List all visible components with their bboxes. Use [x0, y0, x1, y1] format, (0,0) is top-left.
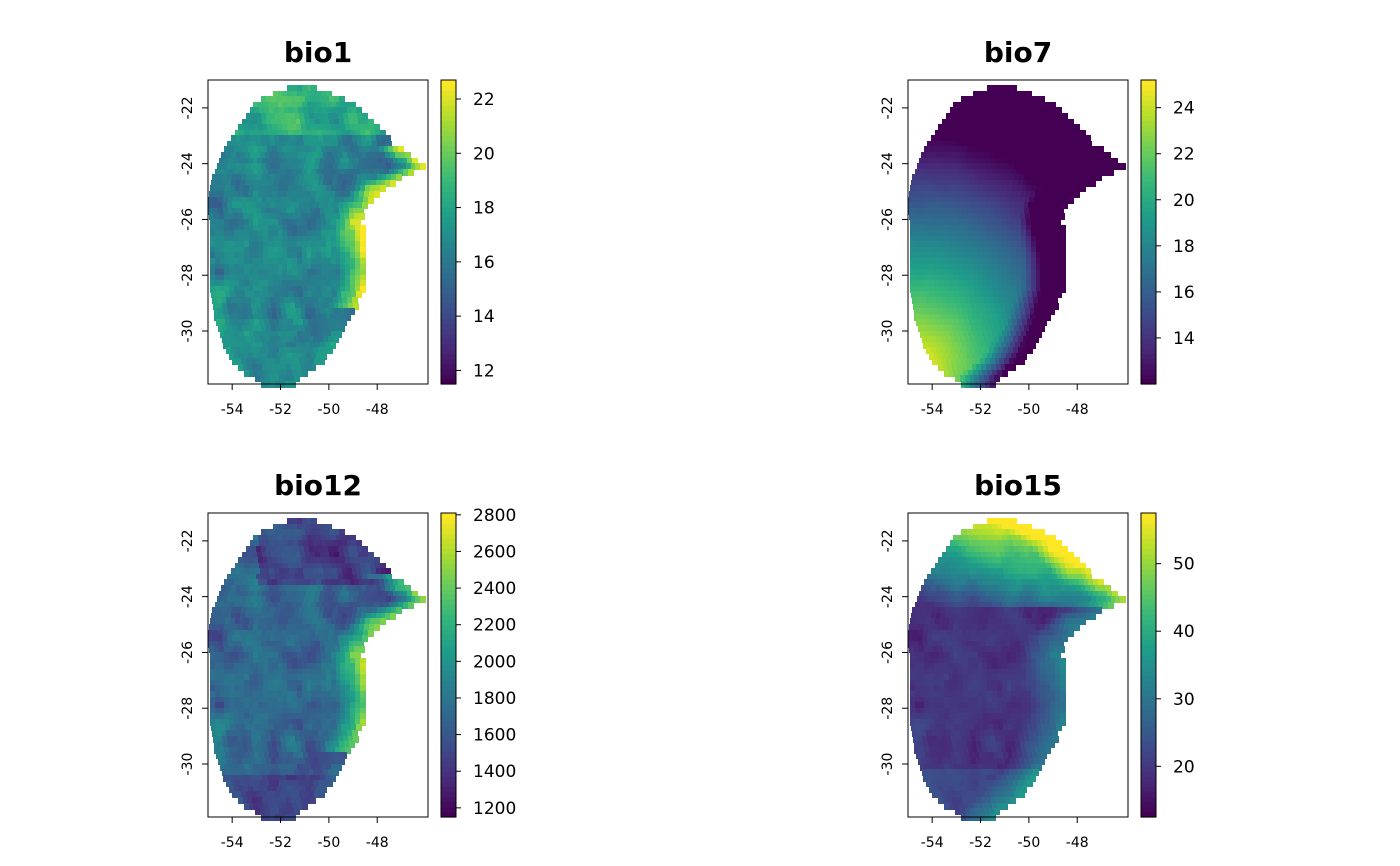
legend-label: 1400 [473, 762, 516, 782]
raster-layer [908, 518, 1126, 821]
x-tick-label: -54 [221, 402, 244, 418]
x-tick-label: -54 [921, 835, 944, 851]
legend-label: 16 [473, 253, 495, 273]
map-plot: -54 -52 -50 -48 -22 -24 -26 -28 -30 20 30 40 50 [880, 512, 1195, 851]
legend-label: 40 [1173, 622, 1195, 642]
y-tick-label: -22 [880, 529, 896, 552]
legend: 20 30 40 50 [1140, 512, 1195, 818]
raster-layer [208, 85, 426, 388]
y-tick-label: -30 [180, 320, 196, 343]
x-axis: -54 -52 -50 -48 [921, 817, 1089, 851]
x-tick-label: -50 [1017, 835, 1040, 851]
y-tick-label: -26 [880, 641, 896, 664]
x-tick-label: -48 [1066, 402, 1089, 418]
y-tick-label: -26 [180, 208, 196, 231]
legend-label: 1600 [473, 726, 516, 746]
y-tick-label: -26 [180, 641, 196, 664]
x-tick-label: -48 [1066, 835, 1089, 851]
map-plot: -54 -52 -50 -48-22-24-26-28-301200140016001… [180, 506, 516, 851]
legend-label: 24 [1173, 99, 1195, 119]
legend: 14 16 18 20 22 24 [1140, 79, 1195, 385]
legend-label: 22 [473, 90, 495, 110]
map-title: bio1 [283, 36, 353, 69]
x-tick-label: -48 [366, 402, 389, 418]
y-tick-label: -24 [180, 585, 196, 608]
y-tick-label: -22 [180, 96, 196, 119]
map-title: bio12 [274, 469, 362, 502]
legend-label: 14 [1173, 329, 1195, 349]
y-axis: -22 -24 -26 -28 -30 [180, 96, 208, 342]
legend: 1200 1400 1600 1800 2000 2200 2400 2600 2800 [440, 506, 516, 819]
y-tick-label: -22 [180, 529, 196, 552]
plot-frame [207, 79, 429, 385]
legend-label: 2000 [473, 652, 516, 672]
legend-label: 16 [1173, 283, 1195, 303]
x-axis: -54 -52 -50 -48 [221, 384, 389, 418]
x-tick-label: -50 [317, 835, 340, 851]
legend-label: 50 [1173, 555, 1195, 575]
x-axis: -54 -52 -50 -48 [221, 817, 389, 851]
plot-frame [207, 512, 429, 818]
legend-label: 20 [473, 144, 495, 164]
legend-frame [440, 79, 457, 385]
raster-layer [908, 85, 1126, 388]
y-tick-label: -24 [880, 585, 896, 608]
legend-label: 18 [473, 199, 495, 219]
legend-label: 22 [1173, 145, 1195, 165]
x-tick-label: -52 [969, 402, 992, 418]
y-axis: -22 -24 -26 -28 -30 [880, 96, 908, 342]
legend-label: 20 [1173, 191, 1195, 211]
x-tick-label: -54 [921, 402, 944, 418]
legend-label: 18 [1173, 237, 1195, 257]
y-tick-label: -30 [180, 753, 196, 776]
legend-label: 2800 [473, 506, 516, 526]
map-title: bio15 [974, 469, 1062, 502]
plot-frame [907, 79, 1129, 385]
legend-label: 14 [473, 307, 495, 327]
y-tick-label: -28 [180, 264, 196, 287]
legend-frame [440, 512, 457, 818]
legend: 12 14 16 18 20 22 [440, 79, 495, 385]
x-tick-label: -50 [317, 402, 340, 418]
map-plot: -54 -52 -50 -48 -22 -24 -26 -28 -30 12 14 16 18 20 22 [180, 79, 495, 418]
x-tick-label: -52 [969, 835, 992, 851]
legend-label: 30 [1173, 690, 1195, 710]
y-tick-label: -28 [180, 697, 196, 720]
x-axis: -54 -52 -50 -48 [921, 384, 1089, 418]
y-tick-label: -28 [880, 697, 896, 720]
legend-frame [1140, 512, 1157, 818]
map-plot: -54 -52 -50 -48 -22 -24 -26 -28 -30 14 16 18 20 22 24 [880, 79, 1195, 418]
y-tick-label: -24 [880, 152, 896, 175]
x-tick-label: -48 [366, 835, 389, 851]
legend-label: 12 [473, 361, 495, 381]
x-tick-label: -52 [269, 835, 292, 851]
legend-label: 2600 [473, 542, 516, 562]
y-tick-label: -30 [880, 753, 896, 776]
map-title: bio7 [983, 36, 1053, 69]
y-axis: -22 -24 -26 -28 -30 [880, 529, 908, 775]
legend-label: 2200 [473, 616, 516, 636]
y-tick-label: -22 [880, 96, 896, 119]
raster-layer [208, 518, 426, 821]
y-axis: -22 -24 -26 -28 -30 [180, 529, 208, 775]
x-tick-label: -50 [1017, 402, 1040, 418]
legend-label: 1800 [473, 689, 516, 709]
y-tick-label: -30 [880, 320, 896, 343]
y-tick-label: -28 [880, 264, 896, 287]
legend-frame [1140, 79, 1157, 385]
y-tick-label: -24 [180, 152, 196, 175]
legend-label: 1200 [473, 799, 516, 819]
x-tick-label: -52 [269, 402, 292, 418]
x-tick-label: -54 [221, 835, 244, 851]
plot-frame [907, 512, 1129, 818]
y-tick-label: -26 [880, 208, 896, 231]
legend-label: 20 [1173, 757, 1195, 777]
legend-label: 2400 [473, 579, 516, 599]
